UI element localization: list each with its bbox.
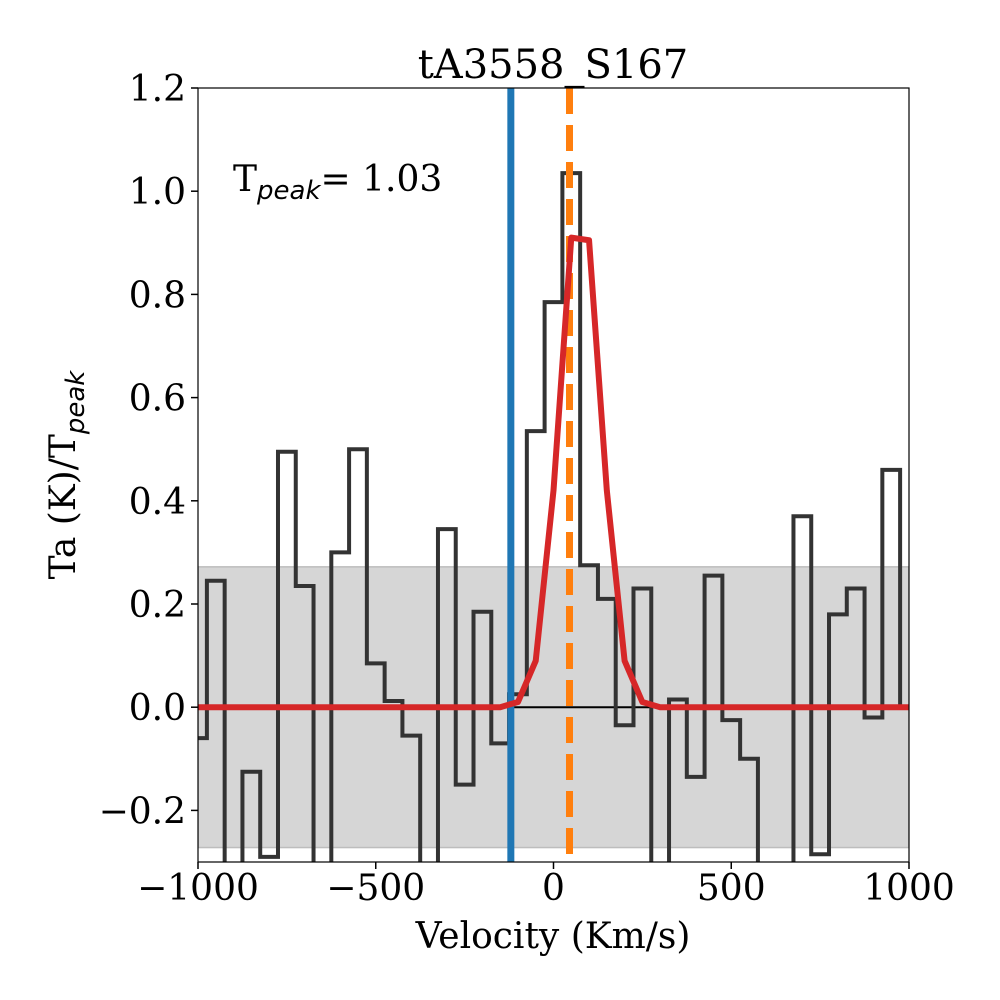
x-tick-label: −1000 — [137, 868, 259, 909]
chart-title: tA3558_S167 — [418, 42, 689, 88]
spectrum-step-line — [198, 171, 909, 862]
x-tick-label: 500 — [697, 868, 766, 909]
x-axis-label: Velocity (Km/s) — [415, 916, 691, 957]
y-axis-label: Ta (K)/Tpeak — [43, 370, 91, 580]
y-tick-label: 1.2 — [129, 69, 186, 110]
y-tick-label: 0.4 — [129, 482, 186, 523]
y-tick-label: 0.6 — [129, 379, 186, 420]
y-tick-label: 1.0 — [129, 172, 186, 213]
x-tick-label: −500 — [326, 868, 425, 909]
y-axis-label-subscript: peak — [61, 370, 91, 435]
y-axis-label-main: Ta (K)/T — [43, 434, 84, 579]
y-tick-label: 0.8 — [129, 275, 186, 316]
gaussian-fit-line — [198, 234, 909, 711]
peak-annotation-value: = 1.03 — [321, 159, 443, 200]
x-tick-label: 1000 — [863, 868, 955, 909]
peak-annotation: Tpeak= 1.03 — [233, 159, 442, 206]
x-tick-label: 0 — [542, 868, 565, 909]
peak-annotation-prefix: T — [233, 159, 257, 200]
y-tick-label: 0.2 — [129, 585, 186, 626]
y-tick-label: −0.2 — [99, 791, 186, 832]
peak-annotation-subscript: peak — [256, 176, 321, 206]
y-tick-label: 0.0 — [129, 688, 186, 729]
